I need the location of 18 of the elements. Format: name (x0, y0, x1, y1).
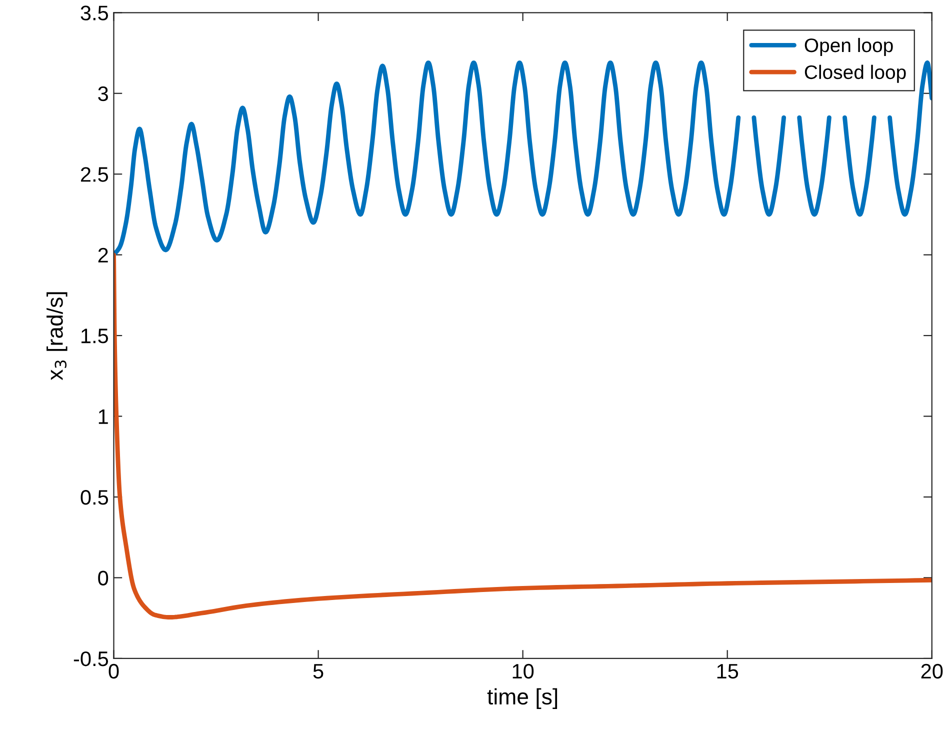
y-axis-title: x$_{3}$ [rad/s] (46, 292, 68, 380)
y-tick-label: 3 (98, 86, 108, 102)
y-tick-label: 1.5 (82, 328, 108, 344)
y-tick-label: 2 (98, 248, 108, 262)
x-tick-label: 5 (313, 664, 324, 679)
y-tick-label: 0.5 (80, 490, 108, 505)
y-tick-label: 3.5 (80, 6, 108, 20)
y-tick-label: 1 (98, 409, 108, 424)
x-tick-label: 0 (108, 664, 119, 679)
y-tick-label: -0.5 (74, 651, 108, 666)
y-tick-label: 2.5 (80, 167, 108, 182)
x-tick-label: 20 (921, 664, 943, 679)
x-tick-label: 15 (717, 664, 738, 679)
legend-label: Open loop (804, 38, 893, 56)
y-tick-label: 0 (98, 570, 108, 586)
x-tick-label: 10 (512, 664, 534, 679)
x-axis-title: time [s] (487, 688, 558, 709)
legend-label: Closed loop (804, 64, 906, 83)
